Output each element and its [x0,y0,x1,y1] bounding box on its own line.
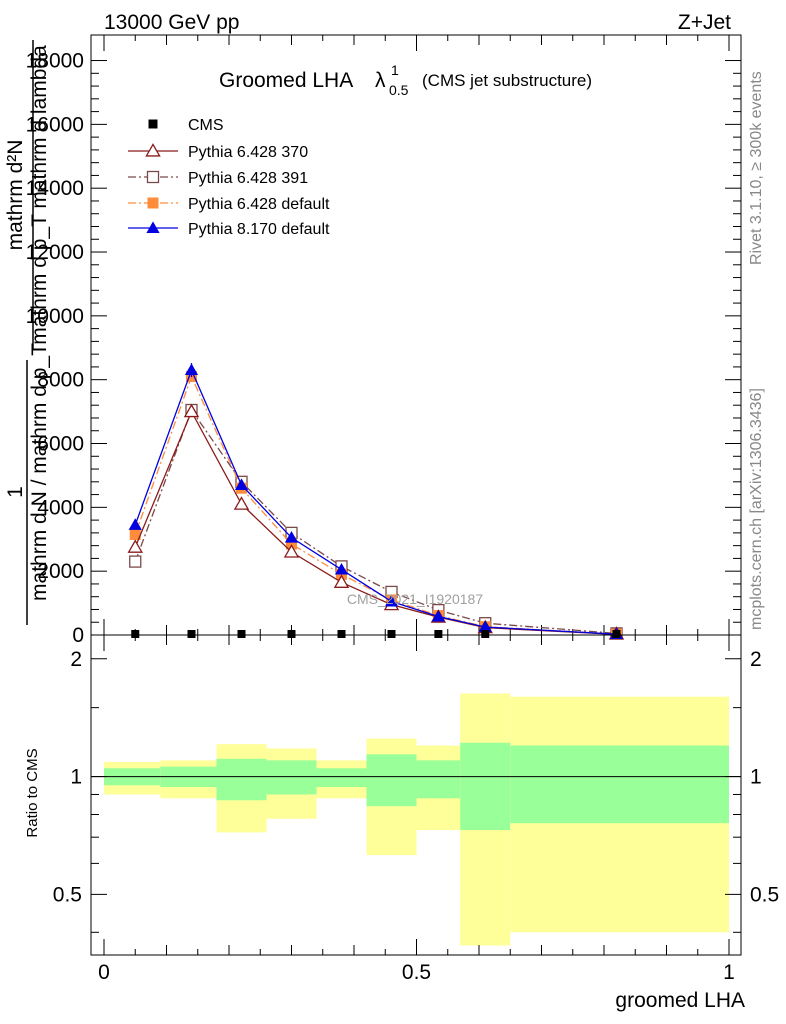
legend-item-pythia-8-170-default: Pythia 8.170 default [128,221,330,238]
ratio-band-inner [366,754,417,807]
data-point-pythia-6-428-391 [129,555,142,568]
legend-item-pythia-6-428-370: Pythia 6.428 370 [128,143,308,161]
legend-marker [145,143,161,157]
data-point-cms [187,630,196,638]
legend-label: Pythia 6.428 default [188,196,330,213]
data-point-cms [131,630,140,638]
ratio-y-tick-label-right: 1 [750,766,762,789]
process-label: Z+Jet [678,11,731,34]
data-point-pythia-6-428-370 [333,574,350,588]
data-point-pythia-8-170-default [234,478,249,490]
mcplots-label: mcplots.cern.ch [arXiv:1306.3436] [748,388,765,630]
data-point-pythia-6-428-370 [183,403,200,418]
title-lambda: λ [375,69,386,92]
y-tick-label: 8000 [37,369,84,392]
data-point-cms [337,630,346,638]
data-point-cms [387,630,396,638]
ratio-y-tick-label: 1 [70,766,82,789]
ratio-ylabel: Ratio to CMS [24,748,41,837]
series-pythia-8-170-default [128,363,624,639]
energy-label: 13000 GeV pp [104,11,239,34]
x-axis-label: groomed LHA [615,989,745,1012]
ratio-band-inner [266,760,317,795]
plot-title: Groomed LHA λ 1 0.5 (CMS jet substructur… [219,62,592,98]
lower-axis-ticks: 0.5 0.5 1 1 2 2 0 0.5 1 [53,635,779,984]
title-main: Groomed LHA [219,69,353,92]
y-tick-label: 0 [72,624,84,647]
data-point-pythia-6-428-370 [127,539,143,553]
ratio-band-inner [416,760,461,799]
ratio-y-tick-label: 2 [70,648,82,671]
data-point-cms [287,630,296,638]
y-tick-label: 16000 [26,113,84,136]
data-point-pythia-6-428-370 [283,544,300,558]
legend-label: Pythia 6.428 370 [188,144,308,161]
legend-item-pythia-6-428-default: Pythia 6.428 default [128,196,330,213]
legend-marker [146,221,160,233]
ylabel-den-a: mathrm d p_T mathrm d lambda [28,45,51,345]
ratio-band-inner [216,758,267,801]
data-point-cms [481,630,490,638]
rivet-label: Rivet 3.1.10, ≥ 300k events [748,71,765,265]
title-note: (CMS jet substructure) [422,71,592,90]
analysis-watermark: CMS_2021_I1920187 [347,591,483,607]
ratio-band-inner [460,742,511,831]
data-point-cms [237,630,246,638]
data-point-pythia-8-170-default [478,620,492,632]
title-sub: 0.5 [389,82,409,98]
data-point-pythia-8-170-default [284,531,299,543]
ylabel-den-b: mathrm d N / mathrm d p_T [28,343,51,601]
y-tick-label: 18000 [26,50,84,73]
data-point-pythia-8-170-default [384,594,399,607]
x-tick-label: 0.5 [402,961,431,984]
ratio-y-tick-label-right: 0.5 [750,883,779,906]
ratio-y-tick-label-right: 2 [750,648,762,671]
data-point-pythia-6-428-default [286,538,297,550]
legend-label: CMS [188,117,224,134]
x-tick-label: 0 [98,961,110,984]
title-sup: 1 [391,62,399,78]
ratio-band-inner [316,768,367,788]
ratio-band-inner [510,745,729,824]
data-point-pythia-6-428-default [129,528,141,540]
data-point-pythia-8-170-default [334,562,349,575]
data-point-pythia-8-170-default [128,518,142,530]
y-tick-label: 14000 [26,177,84,200]
upper-axis-ticks: 0 2000 4000 6000 8000 10000 12000 14000 16000 180… [26,35,741,647]
legend-marker [146,170,160,184]
data-point-pythia-8-170-default [431,609,445,622]
lower-plot-area [91,693,741,946]
legend-label: Pythia 6.428 391 [188,170,308,187]
data-point-cms [612,630,621,638]
x-tick-label: 1 [723,961,735,984]
legend-item-cms: CMS [148,117,224,134]
ylabel-num-b: 1 [4,486,27,498]
y-tick-label: 6000 [37,433,84,456]
data-point-cms [434,630,443,638]
legend-label: Pythia 8.170 default [188,221,330,238]
legend-item-pythia-6-428-391: Pythia 6.428 391 [128,170,308,187]
legend-marker [147,197,159,209]
y-tick-label: 2000 [37,560,84,583]
upper-ylabel: mathrm d²N mathrm d p_T mathrm d lambda … [4,40,51,625]
y-tick-label: 12000 [26,241,84,264]
y-tick-label: 4000 [37,496,84,519]
ylabel-num-a: mathrm d²N [4,140,27,251]
legend-marker [148,119,158,129]
upper-plot-area [127,363,625,640]
data-point-pythia-6-428-370 [233,496,250,510]
y-tick-label: 10000 [26,305,84,328]
legend: CMS Pythia 6.428 370 Pythia 6.428 391 Pythi… [128,117,330,238]
ratio-y-tick-label: 0.5 [53,883,82,906]
series-cms [131,630,621,638]
